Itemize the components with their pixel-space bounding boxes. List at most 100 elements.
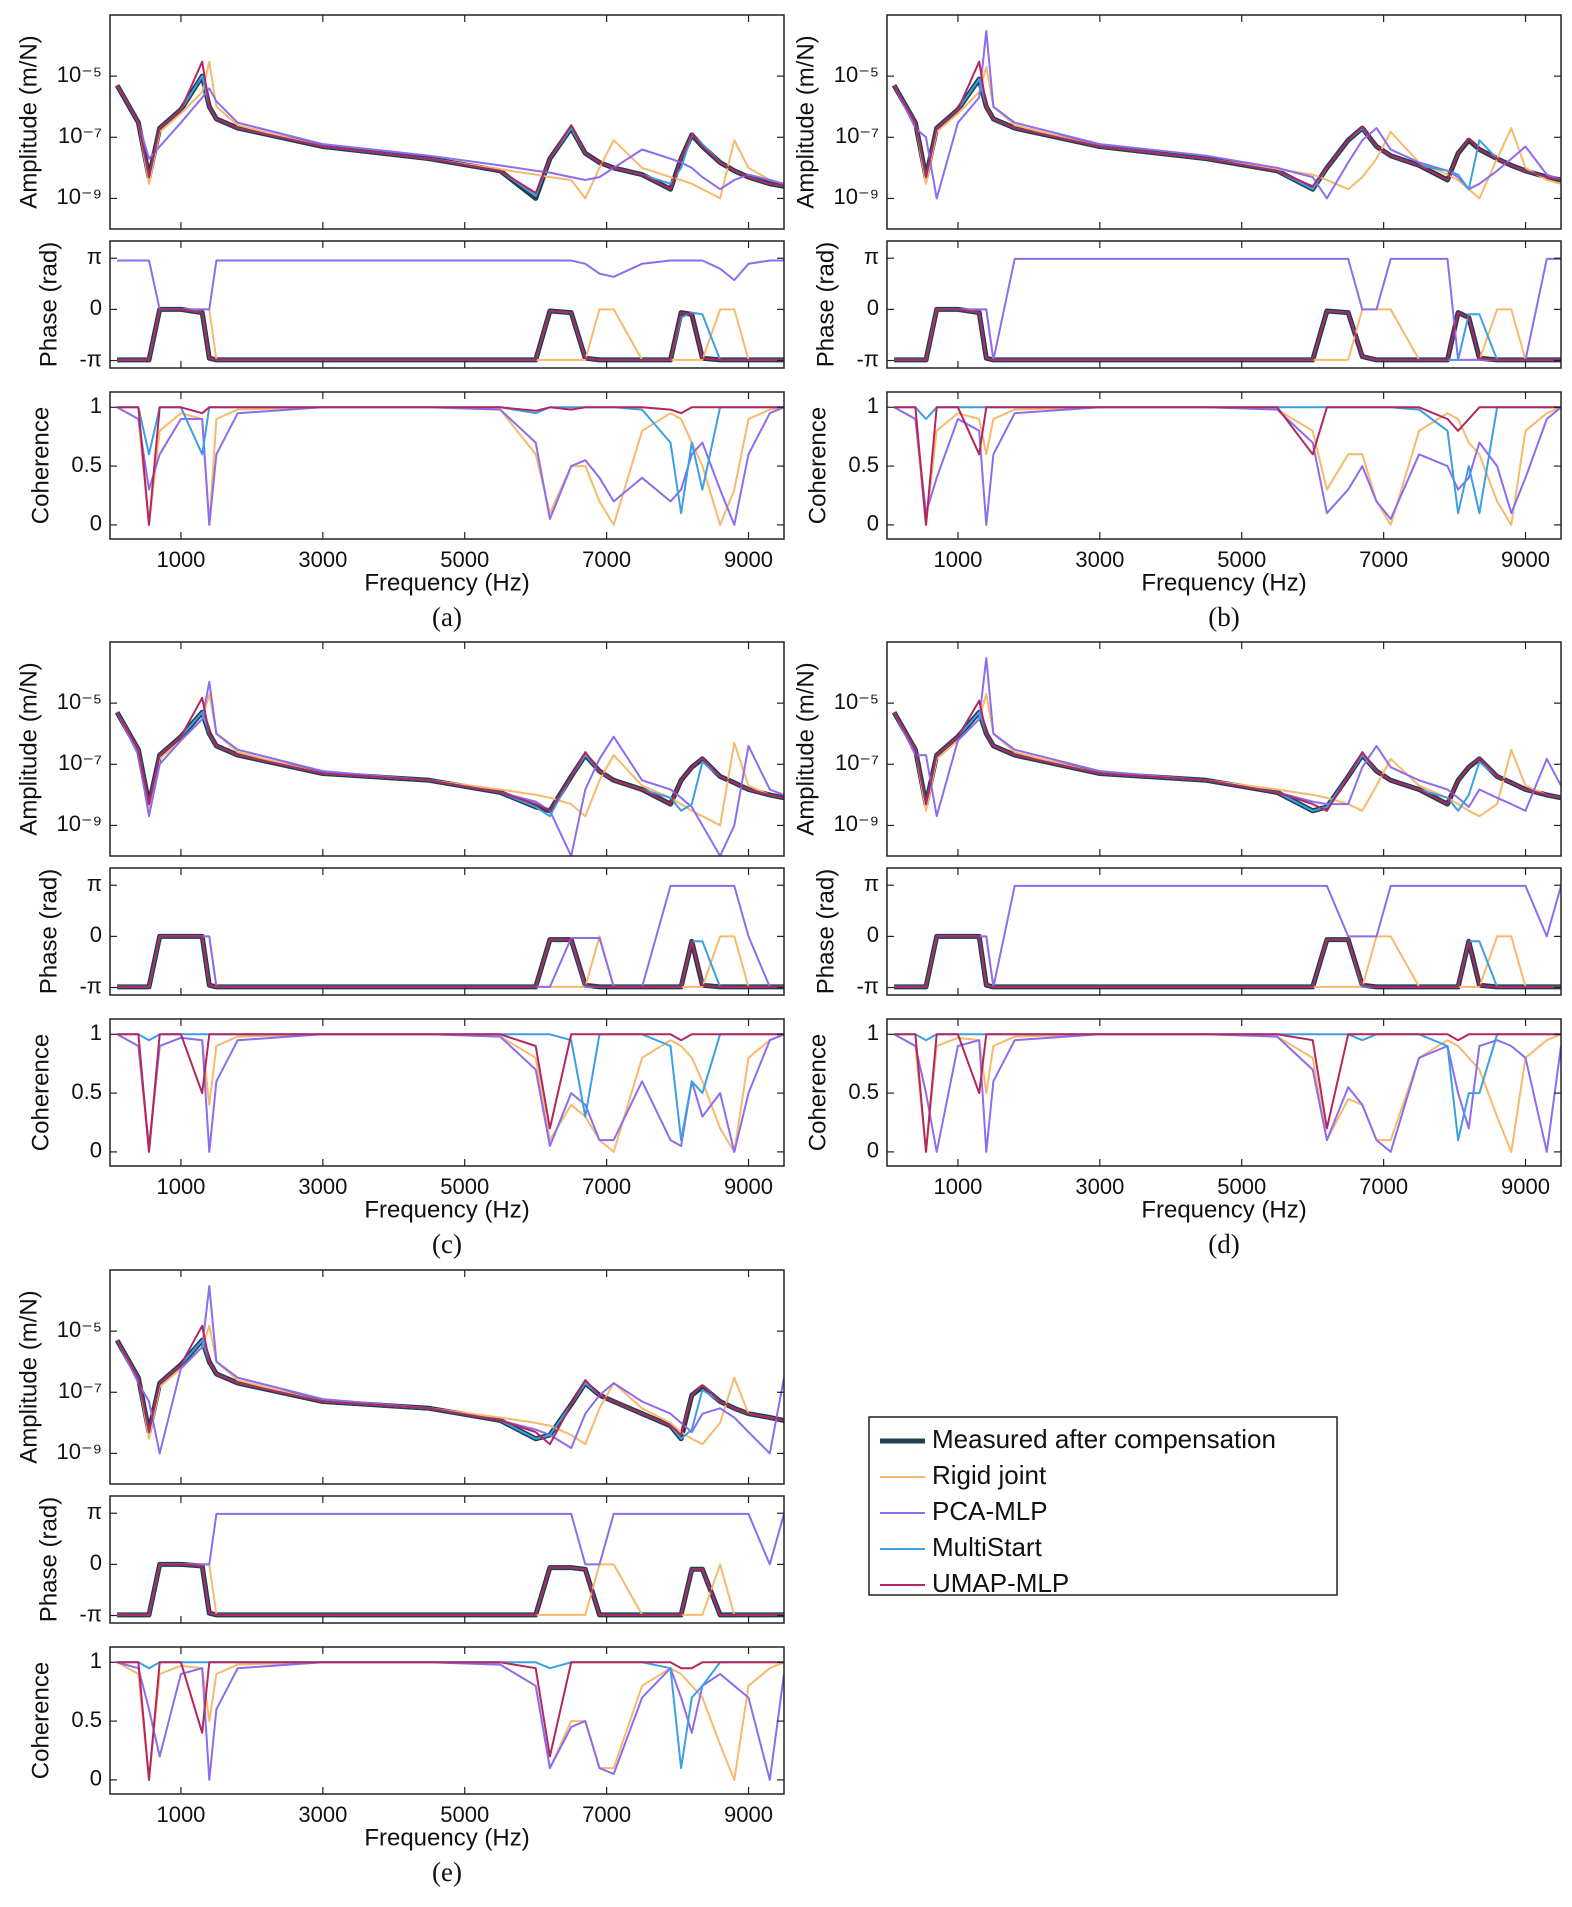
x-tick-label: 5000 xyxy=(1217,547,1266,572)
x-tick-label: 5000 xyxy=(1217,1174,1266,1199)
y-tick-label: 1 xyxy=(867,393,879,418)
y-axis-label: Amplitude (m/N) xyxy=(792,662,819,835)
y-tick-label: 1 xyxy=(90,1020,102,1045)
series-line xyxy=(116,406,784,526)
series-line xyxy=(893,657,1561,818)
y-axis-label: Amplitude (m/N) xyxy=(15,1290,42,1463)
y-tick-label: 10⁻⁹ xyxy=(56,1439,102,1464)
y-axis-label: Phase (rad) xyxy=(812,869,839,994)
y-axis-label: Amplitude (m/N) xyxy=(792,35,819,208)
series-line xyxy=(893,65,1561,200)
x-tick-label: 7000 xyxy=(1359,547,1408,572)
y-tick-label: 1 xyxy=(90,1648,102,1673)
y-tick-label: 0 xyxy=(867,922,879,947)
plot-area xyxy=(117,1512,784,1618)
series-line xyxy=(116,711,784,818)
x-tick-label: 1000 xyxy=(933,1174,982,1199)
y-tick-label: 0.5 xyxy=(848,1079,879,1104)
series-line xyxy=(117,1561,784,1618)
series-line xyxy=(894,1033,1561,1153)
x-tick-label: 7000 xyxy=(1359,1174,1408,1199)
y-tick-label: 1 xyxy=(867,1020,879,1045)
axes-frame xyxy=(109,1495,785,1624)
x-axis-label: Frequency (Hz) xyxy=(364,1824,529,1851)
plot-area xyxy=(114,1285,784,1455)
y-axis-label: Coherence xyxy=(27,1662,54,1779)
y-axis-label: Phase (rad) xyxy=(35,242,62,367)
y-axis-label: Amplitude (m/N) xyxy=(15,662,42,835)
x-tick-label: 5000 xyxy=(440,547,489,572)
y-tick-label: 0 xyxy=(90,295,102,320)
series-line xyxy=(117,1563,784,1616)
series-line xyxy=(117,933,784,990)
x-tick-label: 1000 xyxy=(156,1802,205,1827)
series-line xyxy=(116,692,784,827)
x-axis-label: Frequency (Hz) xyxy=(1141,1196,1306,1223)
x-tick-label: 9000 xyxy=(724,1174,773,1199)
y-tick-label: 10⁻⁵ xyxy=(834,62,879,87)
plot-area xyxy=(116,1661,784,1781)
series-line xyxy=(117,308,784,361)
y-axis-label: Coherence xyxy=(27,407,54,524)
axes-frame xyxy=(886,641,1562,857)
series-line xyxy=(894,935,1561,988)
series-line xyxy=(894,406,1561,526)
series-line xyxy=(891,76,1561,192)
series-line xyxy=(116,60,784,200)
y-tick-label: π xyxy=(87,244,102,269)
plot-area xyxy=(117,259,784,363)
y-tick-label: -π xyxy=(856,973,879,998)
axes-frame xyxy=(109,867,785,996)
x-tick-label: 1000 xyxy=(156,547,205,572)
series-line xyxy=(116,1033,784,1153)
x-tick-label: 1000 xyxy=(933,547,982,572)
legend-label: MultiStart xyxy=(932,1532,1043,1562)
legend-label: Measured after compensation xyxy=(932,1424,1276,1454)
series-line xyxy=(116,1661,784,1781)
series-line xyxy=(893,1033,1561,1153)
plot-area xyxy=(894,257,1561,363)
x-tick-label: 1000 xyxy=(156,1174,205,1199)
x-tick-label: 3000 xyxy=(298,547,347,572)
y-tick-label: 0 xyxy=(867,1138,879,1163)
series-line xyxy=(116,60,784,194)
x-tick-label: 3000 xyxy=(1075,547,1124,572)
axes-frame xyxy=(109,240,785,369)
series-line xyxy=(116,696,784,812)
y-tick-label: π xyxy=(864,871,879,896)
legend-box xyxy=(868,1416,1338,1596)
y-tick-label: 10⁻⁵ xyxy=(834,689,879,714)
y-tick-label: 10⁻⁷ xyxy=(58,1378,102,1403)
series-line xyxy=(117,1033,784,1142)
y-tick-label: 10⁻⁵ xyxy=(57,689,102,714)
series-line xyxy=(117,259,784,311)
series-line xyxy=(893,406,1561,526)
y-tick-label: 0.5 xyxy=(848,452,879,477)
y-tick-label: 10⁻⁷ xyxy=(835,750,879,775)
series-line xyxy=(117,1661,784,1770)
axes-frame xyxy=(109,1269,785,1485)
series-line xyxy=(893,692,1561,818)
y-tick-label: 10⁻⁹ xyxy=(833,811,879,836)
panel-caption: (d) xyxy=(1208,1229,1239,1259)
series-line xyxy=(117,406,784,526)
series-line xyxy=(894,1033,1561,1142)
x-tick-label: 9000 xyxy=(724,1802,773,1827)
y-tick-label: 0 xyxy=(867,511,879,536)
axes-frame xyxy=(886,14,1562,230)
series-line xyxy=(117,406,784,515)
y-tick-label: 0.5 xyxy=(71,1079,102,1104)
x-tick-label: 7000 xyxy=(582,547,631,572)
axes-frame xyxy=(886,240,1562,369)
y-tick-label: 10⁻⁷ xyxy=(58,123,102,148)
y-tick-label: π xyxy=(87,871,102,896)
x-tick-label: 9000 xyxy=(1501,1174,1550,1199)
x-tick-label: 3000 xyxy=(298,1802,347,1827)
x-tick-label: 3000 xyxy=(1075,1174,1124,1199)
y-tick-label: 10⁻⁵ xyxy=(57,62,102,87)
y-tick-label: 10⁻⁹ xyxy=(56,811,102,836)
y-axis-label: Coherence xyxy=(804,1034,831,1151)
series-line xyxy=(116,84,784,191)
series-line xyxy=(893,1033,1561,1153)
